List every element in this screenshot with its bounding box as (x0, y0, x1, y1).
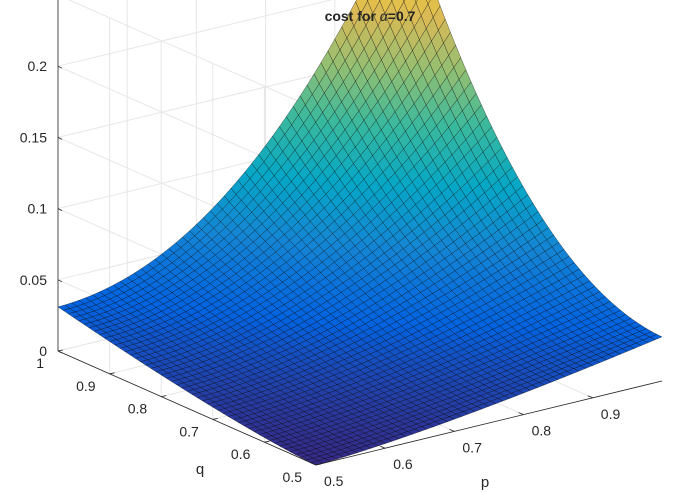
surface-facet (426, 0, 431, 5)
x-tick-mark (587, 395, 593, 399)
z-gridline (68, 0, 317, 110)
z-tick-mark (57, 350, 63, 354)
y-tick-label: 1 (36, 355, 44, 371)
alpha-symbol: α (380, 8, 389, 24)
z-tick-label: 0.05 (20, 272, 47, 288)
surface-plot (57, 0, 663, 466)
z-tick-mark (57, 208, 63, 211)
z-tick-mark (57, 279, 63, 283)
z-tick-mark (57, 137, 63, 140)
x-tick-mark (380, 445, 386, 449)
z-tick-label: 0.2 (28, 58, 48, 74)
y-tick-label: 0.9 (76, 378, 96, 394)
y-tick-label: 0.7 (179, 423, 199, 439)
y-tick-mark (109, 372, 115, 375)
y-tick-label: 0.6 (231, 446, 251, 462)
chart-title: cost for α=0.7 (325, 8, 416, 24)
z-tick-label: 0 (39, 343, 47, 359)
y-tick-mark (57, 349, 64, 352)
z-tick-label: 0.25 (20, 0, 47, 3)
z-tick-label: 0.1 (28, 201, 48, 217)
x-tick-label: 0.7 (462, 439, 482, 455)
y-axis-label: q (196, 461, 204, 478)
y-tick-mark (264, 440, 270, 443)
x-tick-label: 0.9 (601, 406, 621, 422)
x-tick-mark (310, 462, 317, 466)
y-tick-mark (161, 395, 167, 397)
x-tick-mark (449, 429, 455, 432)
y-tick-mark (212, 418, 218, 420)
x-tick-label: 0.8 (532, 423, 552, 439)
z-tick-label: 0.15 (20, 129, 47, 145)
y-tick-label: 0.8 (128, 401, 148, 417)
x-tick-label: 0.6 (393, 456, 413, 472)
x-tick-mark (518, 412, 524, 415)
y-tick-label: 0.5 (283, 469, 303, 485)
surface-facet (414, 0, 418, 4)
tick-labels: 0 0.05 0.1 0.15 0.2 0.25 0.5 0.6 0.7 0.8 0.9 1 0.5 0.… (20, 0, 621, 489)
x-tick-label: 0.5 (324, 473, 344, 489)
y-tick-mark (315, 463, 322, 466)
z-tick-mark (57, 65, 63, 69)
y-axis-line (57, 350, 317, 466)
z-gridline (57, 0, 333, 67)
x-axis-line (315, 380, 663, 466)
x-axis-label: p (481, 474, 489, 491)
